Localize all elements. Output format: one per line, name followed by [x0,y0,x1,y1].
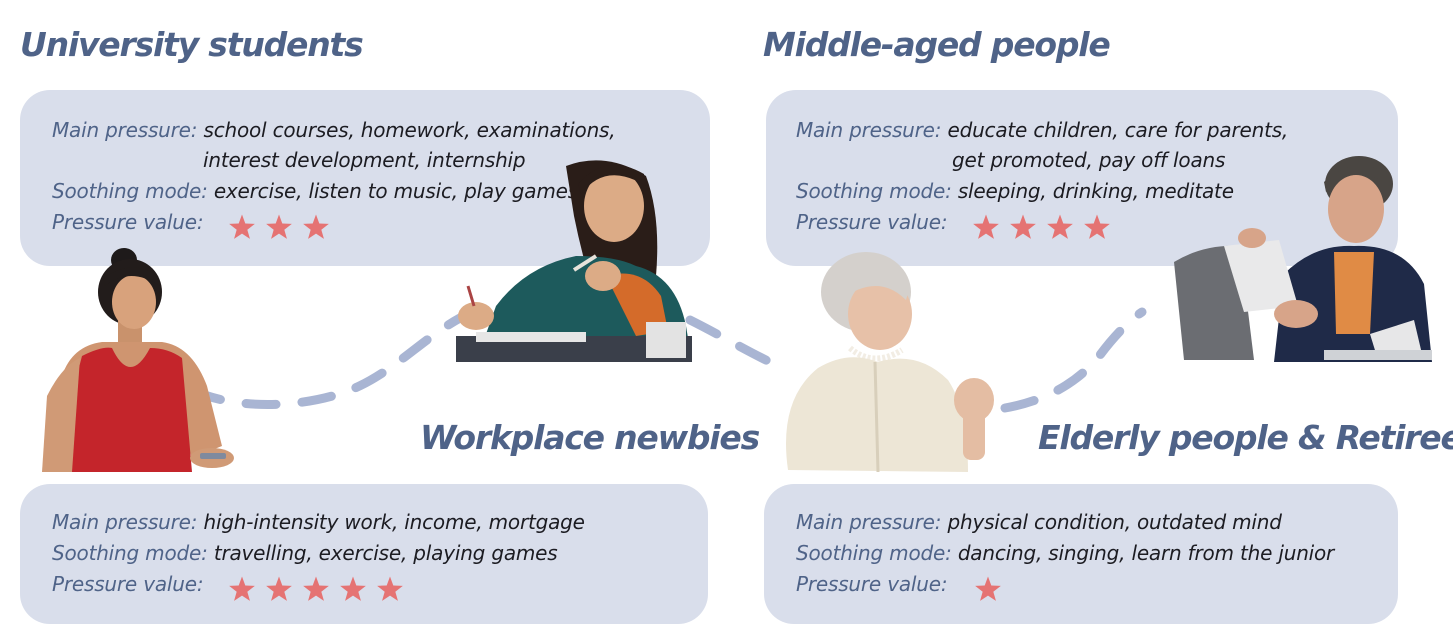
soothing-mode-value: dancing, singing, learn from the junior [957,541,1335,565]
photo-man-with-laptop [1174,156,1432,362]
soothing-mode-row: Soothing mode: dancing, singing, learn f… [796,541,1334,565]
photo-woman-red-top [42,248,234,472]
pressure-value-label: Pressure value: [796,572,948,596]
main-pressure-row: Main pressure: educate children, care fo… [796,118,1288,142]
pressure-value-row: Pressure value: [52,210,204,234]
star-rating [973,214,1110,239]
pressure-value-label: Pressure value: [52,210,204,234]
soothing-mode-label: Soothing mode: [52,541,208,565]
star-icon [229,576,255,601]
soothing-mode-row: Soothing mode: exercise, listen to music… [52,179,578,203]
main-pressure-label: Main pressure: [796,118,942,142]
star-icon [229,214,255,239]
star-icon [340,576,366,601]
heading-elderly-people: Elderly people & Retirees [1038,418,1453,457]
star-rating [975,576,1001,601]
pressure-value-label: Pressure value: [796,210,948,234]
star-icon [303,214,329,239]
star-icon [1010,214,1036,239]
main-pressure-row: Main pressure: school courses, homework,… [52,118,616,142]
main-pressure-label: Main pressure: [52,118,198,142]
star-icon [1047,214,1073,239]
soothing-mode-value: exercise, listen to music, play games [213,179,578,203]
main-pressure-value: educate children, care for parents, [947,118,1289,142]
heading-workplace-newbies: Workplace newbies [420,418,760,457]
pressure-value-row: Pressure value: [796,210,948,234]
main-pressure-continuation: interest development, internship [203,148,526,172]
soothing-mode-row: Soothing mode: travelling, exercise, pla… [52,541,558,565]
card-elderly-people: Main pressure: physical condition, outda… [764,484,1398,624]
main-pressure-row: Main pressure: physical condition, outda… [796,510,1282,534]
soothing-mode-row: Soothing mode: sleeping, drinking, medit… [796,179,1234,203]
star-icon [266,576,292,601]
card-middle-aged-people: Main pressure: educate children, care fo… [766,90,1398,266]
photo-woman-green-sweater [456,160,692,362]
soothing-mode-label: Soothing mode: [52,179,208,203]
card-workplace-newbies: Main pressure: high-intensity work, inco… [20,484,708,624]
main-pressure-value: high-intensity work, income, mortgage [203,510,585,534]
main-pressure-continuation: get promoted, pay off loans [952,148,1226,172]
pressure-value-row: Pressure value: [52,572,204,596]
main-pressure-value: school courses, homework, examinations, [203,118,616,142]
star-icon [975,576,1001,601]
soothing-mode-label: Soothing mode: [796,179,952,203]
star-icon [1084,214,1110,239]
soothing-mode-value: sleeping, drinking, meditate [957,179,1234,203]
star-icon [973,214,999,239]
main-pressure-row: Main pressure: high-intensity work, inco… [52,510,585,534]
pressure-value-row: Pressure value: [796,572,948,596]
main-pressure-label: Main pressure: [796,510,942,534]
star-icon [303,576,329,601]
star-icon [266,214,292,239]
soothing-mode-value: travelling, exercise, playing games [213,541,558,565]
soothing-mode-label: Soothing mode: [796,541,952,565]
main-pressure-label: Main pressure: [52,510,198,534]
star-rating [229,576,403,601]
pressure-value-label: Pressure value: [52,572,204,596]
photo-elderly-woman [786,252,994,473]
star-rating [229,214,329,239]
heading-university-students: University students [20,25,364,64]
star-icon [377,576,403,601]
heading-middle-aged-people: Middle-aged people [763,25,1111,64]
main-pressure-value: physical condition, outdated mind [947,510,1282,534]
